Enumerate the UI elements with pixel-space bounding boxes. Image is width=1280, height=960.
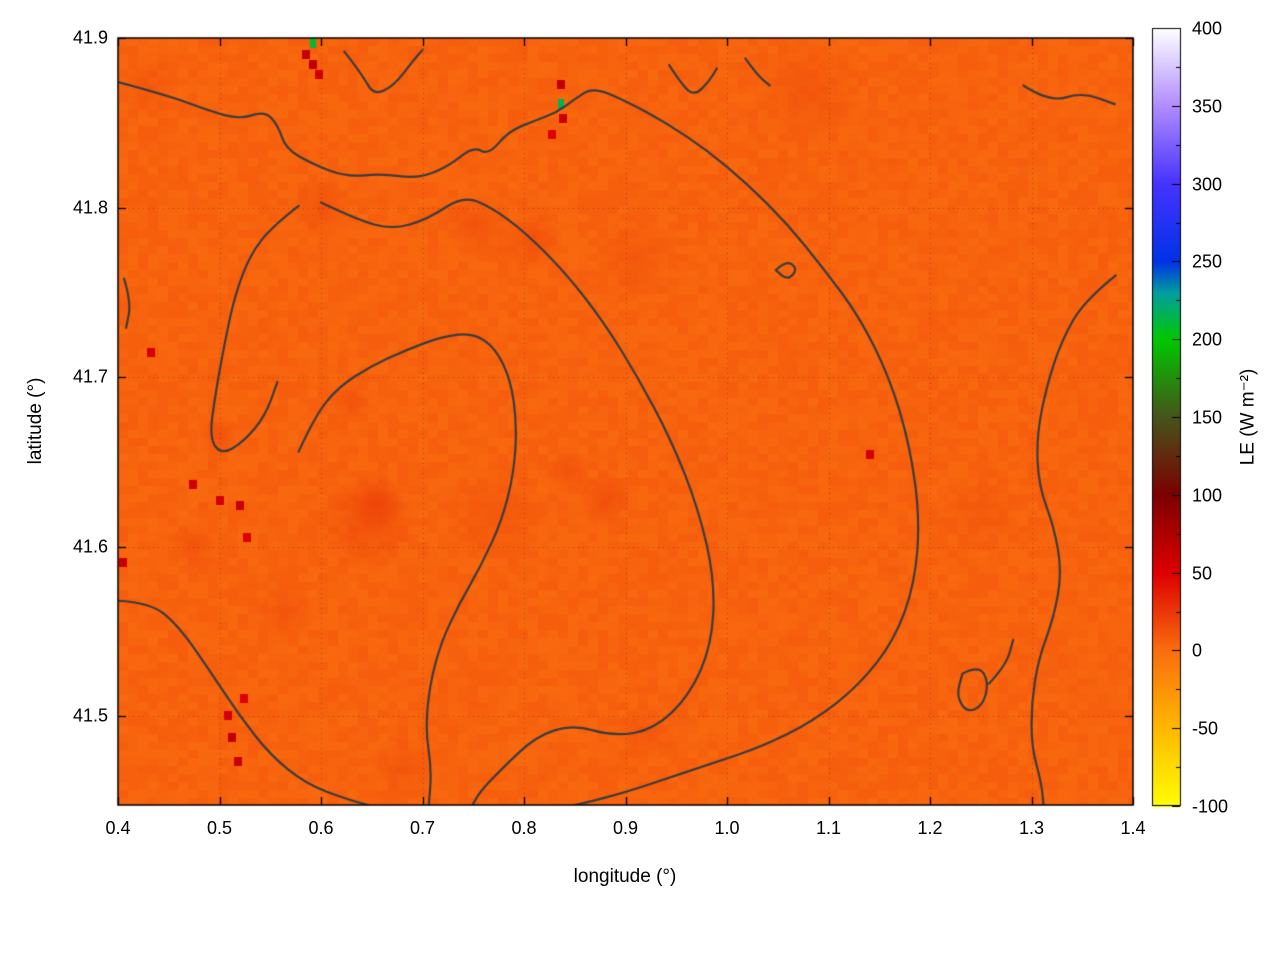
x-tick-label: 1.2 [917,818,943,838]
x-tick-label: 1.4 [1120,818,1146,838]
colorbar-tick-label: 50 [1192,563,1213,583]
x-axis-title: longitude (°) [573,866,677,887]
colorbar-tick-label: 0 [1192,640,1203,660]
y-tick-label: 41.9 [72,27,108,48]
colorbar-tick-label: 100 [1192,485,1223,505]
x-tick-label: 0.6 [308,818,334,838]
x-tick-label: 0.9 [612,818,639,838]
y-tick-label: 41.6 [72,536,108,556]
x-tick-label: 0.7 [409,818,436,838]
colorbar-tick-label: 350 [1192,96,1223,116]
x-tick-label: 1.3 [1018,818,1045,838]
y-axis-title: latitude (°) [25,377,46,465]
x-tick-label: 0.4 [105,818,131,838]
colorbar-tick-label: 250 [1192,251,1223,271]
colorbar-tick-label: 200 [1192,329,1223,349]
x-tick-label: 1.1 [815,818,842,838]
y-tick-label: 41.5 [72,705,108,726]
colorbar-tick-label: -100 [1192,796,1229,816]
colorbar-tick-label: 300 [1192,174,1223,194]
colorbar-tick-label: 400 [1192,18,1223,38]
x-tick-label: 0.5 [206,818,233,838]
colorbar-tick-label: -50 [1192,718,1219,738]
x-tick-label: 0.8 [511,818,537,838]
x-tick-label: 1.0 [714,818,740,838]
y-tick-label: 41.8 [72,197,108,217]
colorbar-title: LE (W m⁻²) [1237,368,1259,466]
y-tick-label: 41.7 [72,366,108,387]
colorbar-tick-label: 150 [1192,407,1223,427]
